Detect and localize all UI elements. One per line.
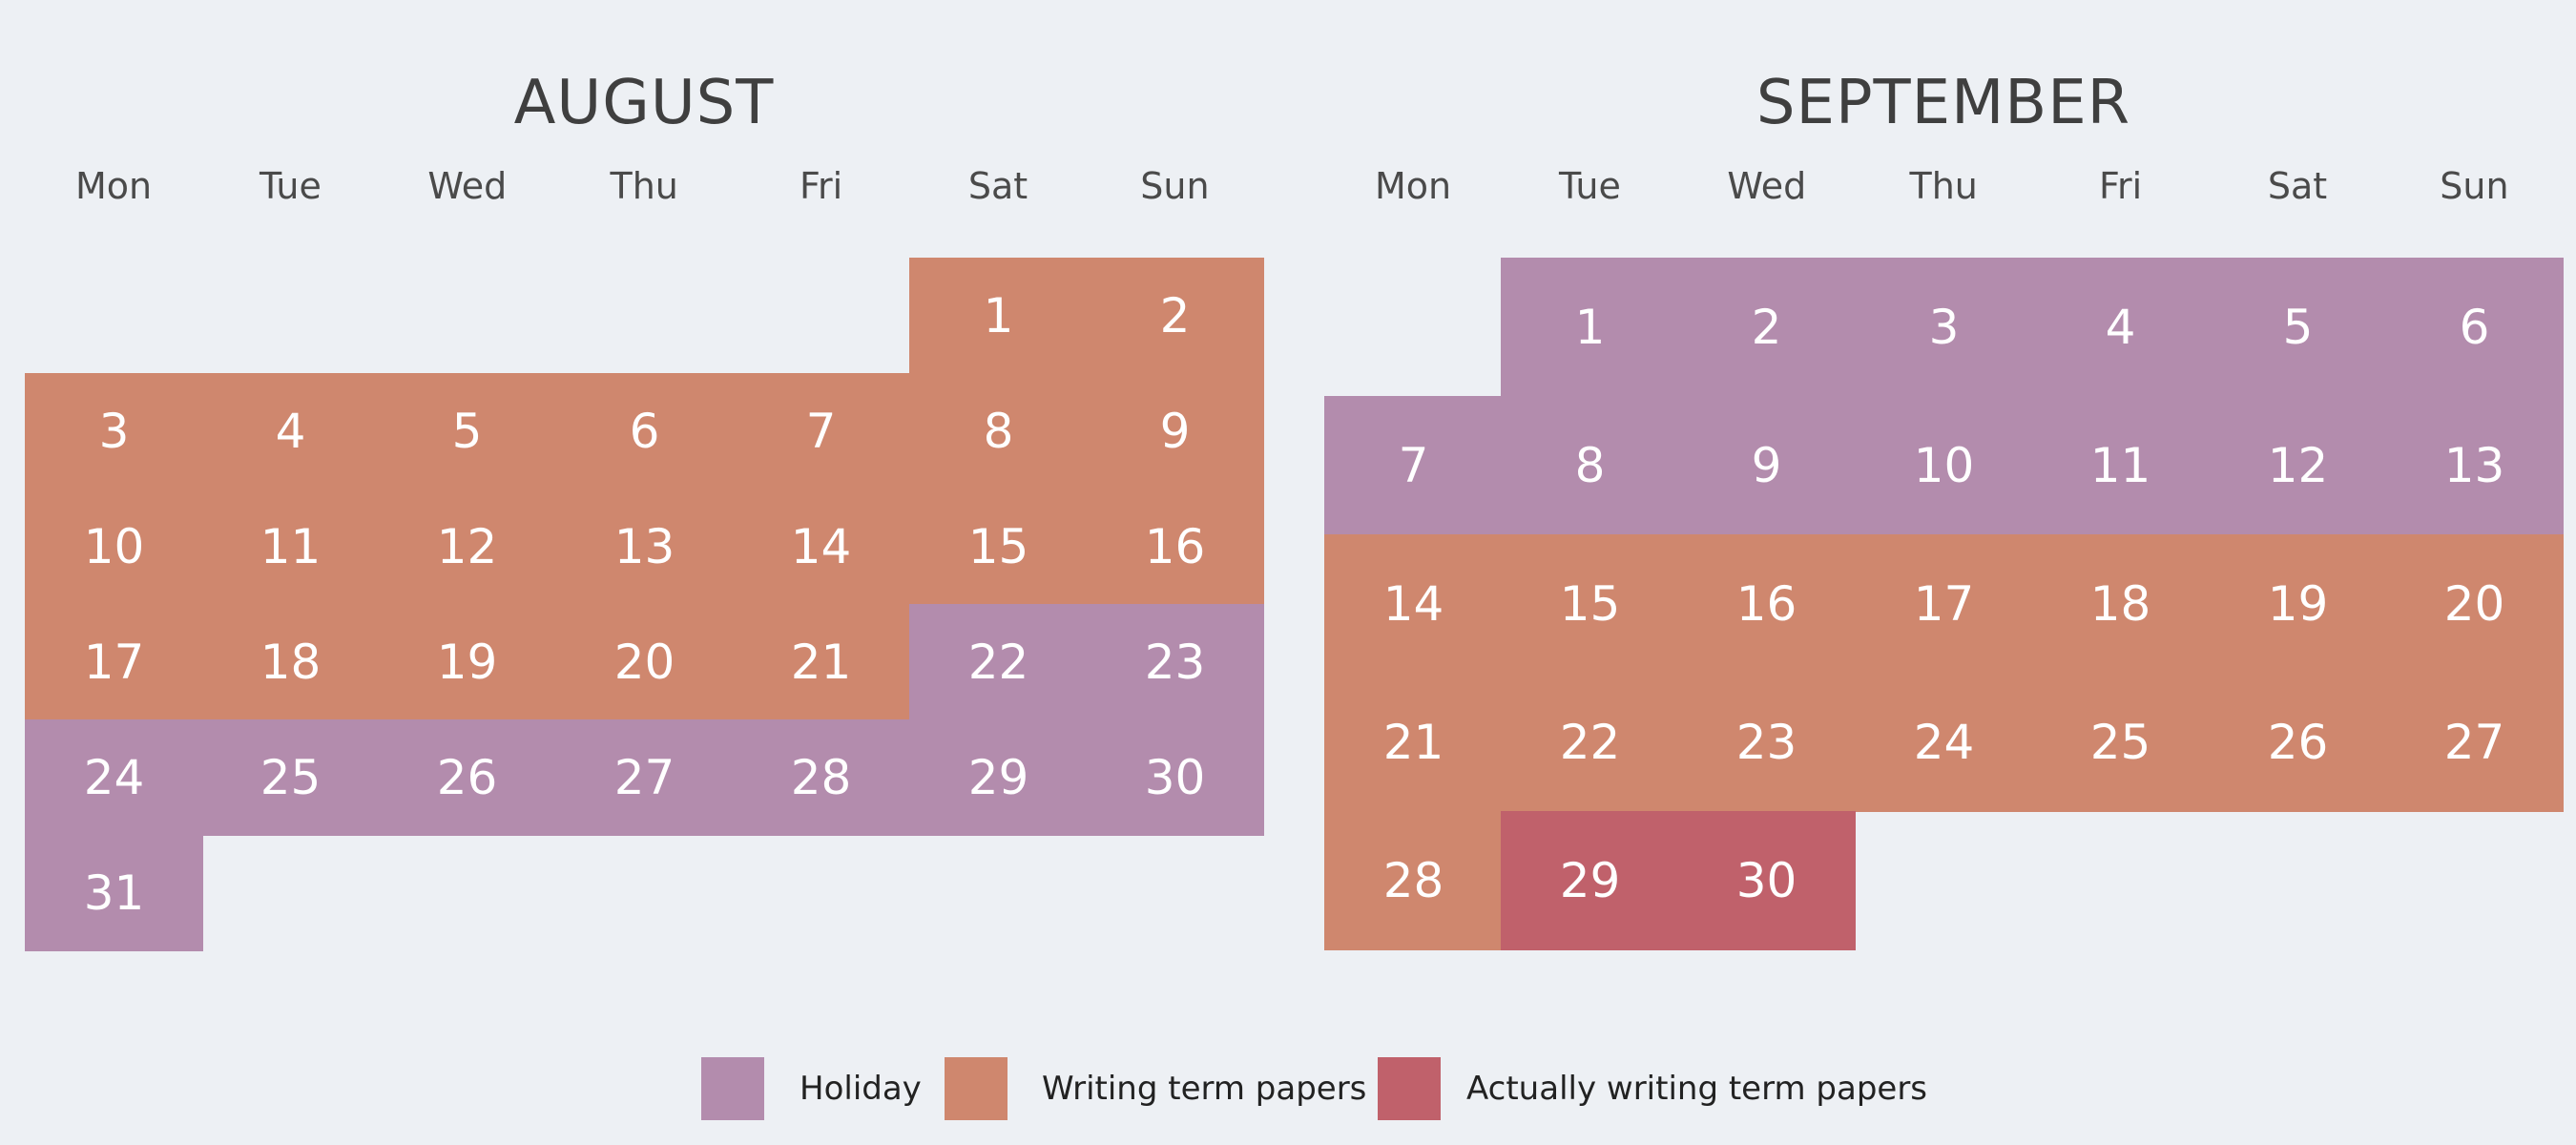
day-cell-september-13: 13 <box>2385 396 2564 535</box>
day-cell-september-28: 28 <box>1324 811 1503 950</box>
day-cell-august-23: 23 <box>1086 604 1264 720</box>
day-cell-august-30: 30 <box>1086 719 1264 836</box>
day-cell-august-9: 9 <box>1086 373 1264 489</box>
weekday-header: Thu <box>1909 165 1978 207</box>
day-cell-september-7: 7 <box>1324 396 1503 535</box>
day-cell-september-30: 30 <box>1677 811 1856 950</box>
day-cell-august-28: 28 <box>732 719 910 836</box>
day-cell-september-20: 20 <box>2385 534 2564 674</box>
day-cell-september-4: 4 <box>2031 258 2210 397</box>
legend-label-actually-writing: Actually writing term papers <box>1466 1070 1928 1108</box>
day-cell-september-1: 1 <box>1501 258 1679 397</box>
day-cell-august-31: 31 <box>25 835 203 951</box>
legend-label-writing: Writing term papers <box>1042 1070 1367 1108</box>
day-cell-september-23: 23 <box>1677 673 1856 812</box>
day-cell-august-4: 4 <box>201 373 380 489</box>
weekday-header: Wed <box>1727 165 1807 207</box>
day-cell-august-26: 26 <box>378 719 556 836</box>
weekday-header: Wed <box>427 165 508 207</box>
day-cell-august-12: 12 <box>378 489 556 605</box>
legend-swatch-writing <box>945 1057 1008 1120</box>
weekday-header: Sat <box>2267 165 2328 207</box>
weekday-header: Tue <box>1558 165 1621 207</box>
day-cell-august-7: 7 <box>732 373 910 489</box>
weekday-header: Tue <box>259 165 322 207</box>
day-cell-august-20: 20 <box>555 604 734 720</box>
day-cell-september-21: 21 <box>1324 673 1503 812</box>
day-cell-august-25: 25 <box>201 719 380 836</box>
day-cell-august-10: 10 <box>25 489 203 605</box>
day-cell-september-8: 8 <box>1501 396 1679 535</box>
day-cell-august-19: 19 <box>378 604 556 720</box>
legend-swatch-holiday <box>701 1057 764 1120</box>
day-cell-august-17: 17 <box>25 604 203 720</box>
day-cell-september-16: 16 <box>1677 534 1856 674</box>
day-cell-september-3: 3 <box>1855 258 2033 397</box>
day-cell-august-16: 16 <box>1086 489 1264 605</box>
weekday-header: Thu <box>610 165 678 207</box>
day-cell-august-2: 2 <box>1086 258 1264 374</box>
legend-label-holiday: Holiday <box>800 1070 922 1108</box>
day-cell-september-14: 14 <box>1324 534 1503 674</box>
day-cell-september-26: 26 <box>2209 673 2387 812</box>
month-title-september: SEPTEMBER <box>1755 68 2131 138</box>
day-cell-august-15: 15 <box>909 489 1088 605</box>
day-cell-september-19: 19 <box>2209 534 2387 674</box>
day-cell-august-5: 5 <box>378 373 556 489</box>
day-cell-september-5: 5 <box>2209 258 2387 397</box>
day-cell-september-18: 18 <box>2031 534 2210 674</box>
day-cell-september-12: 12 <box>2209 396 2387 535</box>
weekday-header: Mon <box>74 165 153 207</box>
weekday-header: Mon <box>1374 165 1452 207</box>
day-cell-august-13: 13 <box>555 489 734 605</box>
day-cell-august-22: 22 <box>909 604 1088 720</box>
day-cell-september-6: 6 <box>2385 258 2564 397</box>
day-cell-september-9: 9 <box>1677 396 1856 535</box>
day-cell-august-18: 18 <box>201 604 380 720</box>
weekday-header: Fri <box>799 165 843 207</box>
month-title-august: AUGUST <box>513 68 775 138</box>
day-cell-september-27: 27 <box>2385 673 2564 812</box>
weekday-header: Fri <box>2098 165 2143 207</box>
weekday-header: Sat <box>967 165 1028 207</box>
day-cell-september-15: 15 <box>1501 534 1679 674</box>
day-cell-september-22: 22 <box>1501 673 1679 812</box>
day-cell-august-24: 24 <box>25 719 203 836</box>
weekday-header: Sun <box>2440 165 2509 207</box>
day-cell-august-6: 6 <box>555 373 734 489</box>
day-cell-september-11: 11 <box>2031 396 2210 535</box>
day-cell-september-24: 24 <box>1855 673 2033 812</box>
day-cell-september-29: 29 <box>1501 811 1679 950</box>
day-cell-august-1: 1 <box>909 258 1088 374</box>
day-cell-september-2: 2 <box>1677 258 1856 397</box>
day-cell-august-3: 3 <box>25 373 203 489</box>
day-cell-august-27: 27 <box>555 719 734 836</box>
day-cell-september-17: 17 <box>1855 534 2033 674</box>
day-cell-august-21: 21 <box>732 604 910 720</box>
day-cell-september-25: 25 <box>2031 673 2210 812</box>
day-cell-september-10: 10 <box>1855 396 2033 535</box>
day-cell-august-8: 8 <box>909 373 1088 489</box>
day-cell-august-29: 29 <box>909 719 1088 836</box>
day-cell-august-14: 14 <box>732 489 910 605</box>
weekday-header: Sun <box>1140 165 1210 207</box>
legend-swatch-actually-writing <box>1378 1057 1441 1120</box>
day-cell-august-11: 11 <box>201 489 380 605</box>
